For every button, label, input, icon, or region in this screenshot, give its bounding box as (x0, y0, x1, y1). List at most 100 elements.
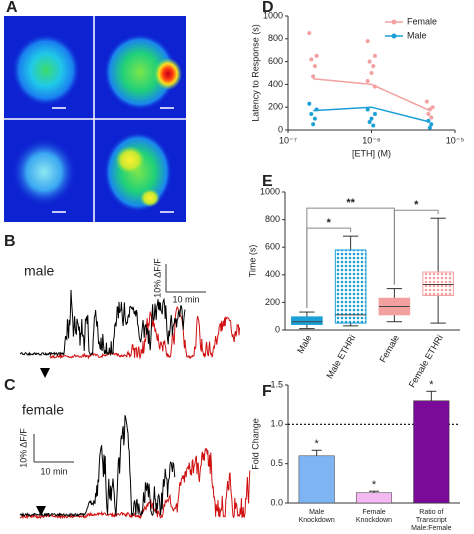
x-tick-label: 10⁻⁶ (362, 135, 381, 145)
series-line (313, 106, 431, 123)
significance-label: ** (346, 197, 355, 209)
y-tick-label: 1000 (263, 10, 283, 20)
panel-label: E (262, 173, 273, 190)
heatmaps (4, 16, 186, 222)
point (311, 122, 316, 127)
y-tick-label: 0.0 (270, 497, 283, 507)
y-tick-label: 200 (268, 102, 283, 112)
significance-label: * (327, 217, 332, 229)
y-tick-label: 0.5 (270, 458, 283, 468)
cell (104, 34, 176, 110)
y-axis-label: Latency to Response (s) (250, 24, 260, 122)
x-tick-label: 10⁻⁷ (279, 135, 297, 145)
x-tick-label: Transcript (416, 517, 447, 524)
cell (12, 138, 76, 206)
y-tick-label: 0 (275, 324, 280, 334)
point (312, 64, 317, 69)
value-label: * (429, 379, 434, 391)
panel-label: A (6, 0, 18, 16)
point (429, 115, 434, 120)
x-tick-label: Female ETHRi (407, 333, 445, 389)
y-axis-label: Time (s) (247, 245, 257, 278)
point (424, 99, 429, 104)
box (291, 316, 323, 325)
point (369, 71, 374, 75)
point (372, 53, 377, 58)
y-tick-label: 600 (268, 56, 283, 66)
x-tick-label: Knockdown (299, 517, 335, 524)
y-tick-label: 1.0 (270, 419, 283, 429)
x-tick-label: Female (377, 333, 401, 364)
legend-swatch (391, 19, 397, 25)
scale-bar (165, 264, 206, 293)
trace (49, 305, 241, 360)
point (312, 116, 317, 121)
x-axis-label: [ETH] (M) (352, 148, 391, 158)
scale-label: 10 min (40, 466, 67, 476)
legend-swatch (391, 33, 397, 39)
point (430, 105, 435, 110)
y-tick-label: 0 (278, 124, 283, 134)
point (365, 107, 370, 112)
x-tick-label: 10⁻⁵ (446, 135, 465, 145)
trace-label: male (24, 263, 55, 279)
x-tick-label: Male (295, 333, 313, 355)
panel-label: C (4, 377, 16, 394)
point (314, 53, 319, 58)
point (309, 112, 314, 117)
scale-label: 10% ΔF/F (18, 428, 28, 468)
panel-label: B (4, 233, 16, 250)
bar (298, 455, 335, 504)
y-tick-label: 1000 (260, 186, 280, 196)
y-tick-label: 800 (265, 214, 280, 224)
hotspot (140, 189, 160, 207)
y-tick-label: 600 (265, 242, 280, 252)
legend-label: Female (407, 16, 437, 26)
point (365, 39, 370, 44)
point (369, 116, 374, 121)
legend-label: Male (407, 30, 427, 40)
point (309, 57, 314, 62)
significance-label: * (414, 199, 419, 211)
trace-label: female (22, 402, 64, 418)
point (311, 74, 316, 79)
point (365, 78, 370, 83)
bar (413, 400, 450, 504)
series-line (313, 77, 431, 112)
x-tick-label: Ratio of (419, 509, 443, 516)
point (367, 120, 372, 125)
panel-label: D (262, 0, 274, 16)
value-label: * (315, 438, 320, 450)
panel-label: F (262, 383, 272, 400)
x-tick-label: Male ETHRi (324, 333, 357, 380)
x-tick-label: Male:Female (411, 525, 452, 532)
box (422, 271, 454, 297)
trace (19, 415, 176, 518)
stimulus-arrow (36, 506, 46, 516)
hotspot (154, 58, 182, 90)
y-tick-label: 800 (268, 33, 283, 43)
point (429, 122, 434, 127)
scale-bar (33, 434, 74, 463)
cell (104, 132, 172, 212)
cell (12, 34, 80, 106)
value-label: * (372, 479, 377, 491)
scale-label: 10 min (172, 294, 199, 304)
hotspot (115, 146, 145, 174)
significance-bracket (393, 209, 439, 285)
point (307, 101, 312, 106)
stimulus-arrow (40, 368, 50, 378)
trace (20, 289, 186, 357)
scale-label: 10% ΔF/F (152, 258, 162, 298)
point (307, 31, 312, 36)
x-tick-label: Knockdown (356, 517, 392, 524)
y-axis-label: Fold Change (250, 418, 260, 470)
point (426, 112, 431, 117)
point (371, 123, 376, 128)
x-tick-label: Female (362, 509, 385, 516)
x-tick-label: Male (309, 509, 324, 516)
y-tick-label: 400 (268, 79, 283, 89)
y-tick-label: 400 (265, 269, 280, 279)
point (427, 125, 432, 130)
